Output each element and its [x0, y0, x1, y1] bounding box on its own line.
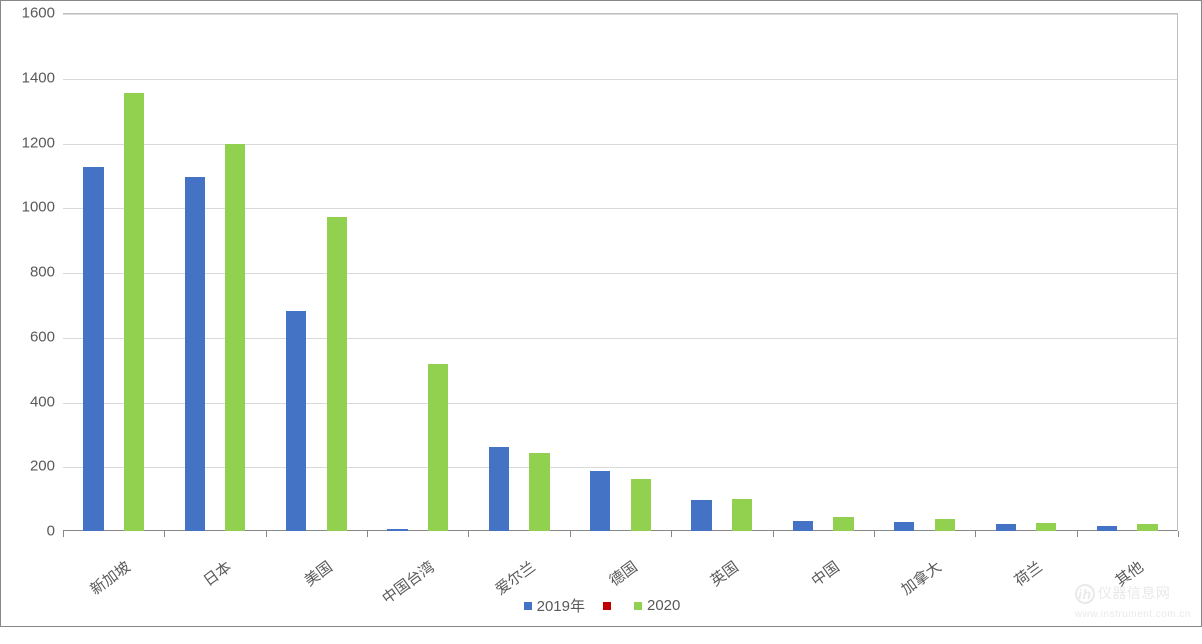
grid-line [63, 79, 1177, 80]
x-tick-mark [1077, 531, 1078, 537]
legend-item [603, 602, 616, 610]
bar [225, 144, 245, 531]
bar [793, 521, 813, 531]
grid-line [63, 14, 1177, 15]
chart-container: 2019年2020 ih仪器信息网 www.instrument.com.cn … [0, 0, 1202, 627]
x-tick-mark [63, 531, 64, 537]
legend-swatch [603, 602, 611, 610]
bar [1036, 523, 1056, 531]
x-tick-mark [1178, 531, 1179, 537]
bar [1137, 524, 1157, 531]
x-tick-mark [367, 531, 368, 537]
bar [833, 517, 853, 531]
bar [529, 453, 549, 531]
bar [1097, 526, 1117, 531]
x-tick-mark [671, 531, 672, 537]
y-tick-label: 800 [5, 264, 55, 281]
x-tick-mark [468, 531, 469, 537]
bar [590, 471, 610, 531]
bar [327, 217, 347, 531]
bar [185, 177, 205, 532]
bar [894, 522, 914, 531]
legend-swatch [634, 602, 642, 610]
plot-area [63, 13, 1178, 531]
y-tick-label: 0 [5, 523, 55, 540]
bar [996, 524, 1016, 531]
legend-swatch [524, 602, 532, 610]
x-tick-mark [164, 531, 165, 537]
bar [935, 519, 955, 531]
y-tick-label: 1000 [5, 199, 55, 216]
y-tick-label: 1200 [5, 134, 55, 151]
bar [387, 529, 407, 531]
bar [631, 479, 651, 531]
y-tick-label: 1400 [5, 69, 55, 86]
bar [691, 500, 711, 531]
y-tick-label: 600 [5, 328, 55, 345]
bar [286, 311, 306, 531]
x-tick-mark [266, 531, 267, 537]
bar [489, 447, 509, 531]
x-tick-mark [570, 531, 571, 537]
y-tick-label: 400 [5, 393, 55, 410]
bar [124, 93, 144, 531]
y-tick-label: 1600 [5, 5, 55, 22]
x-tick-mark [874, 531, 875, 537]
bar [428, 364, 448, 531]
x-tick-mark [773, 531, 774, 537]
y-tick-label: 200 [5, 458, 55, 475]
bar [83, 167, 103, 531]
bar [732, 499, 752, 531]
x-tick-mark [975, 531, 976, 537]
